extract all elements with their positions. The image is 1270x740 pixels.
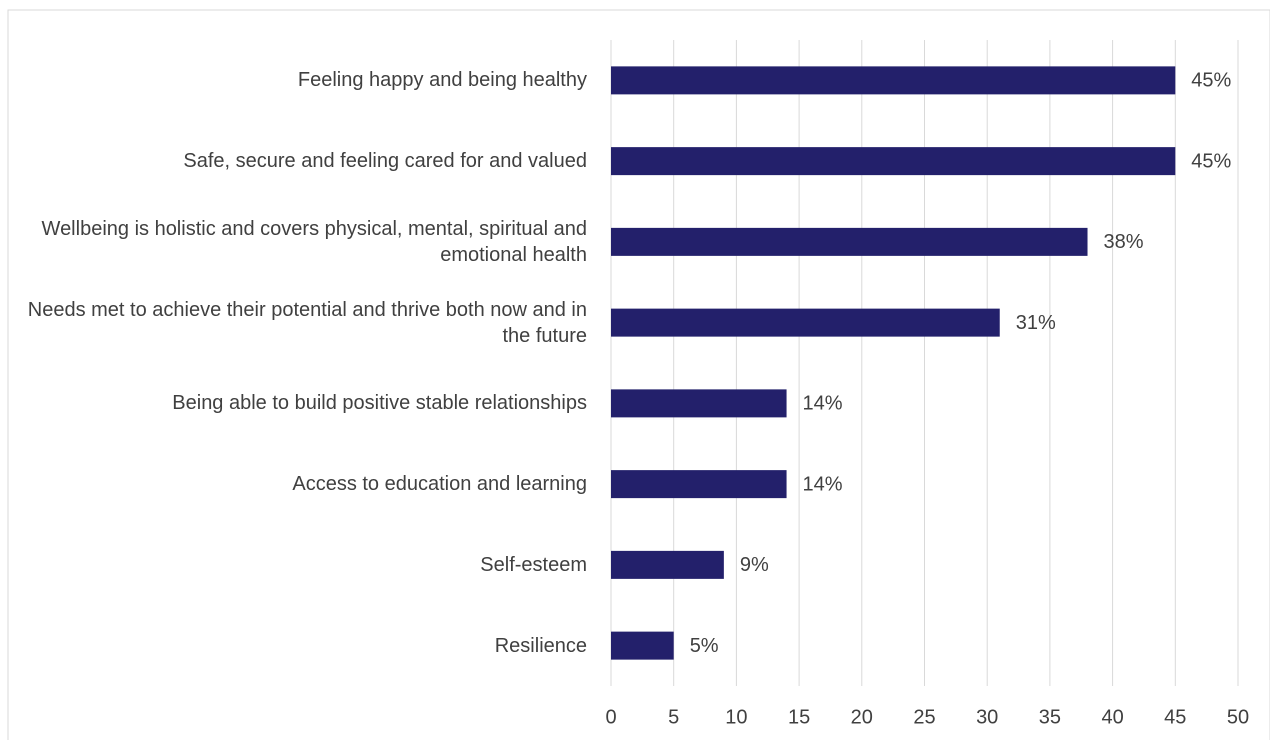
bar [611,66,1176,95]
y-tick-label: Resilience [494,634,587,657]
y-tick-label: Being able to build positive stable rela… [172,392,587,415]
data-label: 45% [1191,150,1231,172]
x-tick-label: 25 [913,706,935,728]
data-label: 9% [740,554,769,576]
data-label: 5% [690,635,719,657]
data-label: 31% [1016,312,1056,334]
bar [611,147,1176,176]
y-tick-label: Safe, secure and feeling cared for and v… [183,150,587,173]
chart-frame [7,9,1270,740]
x-tick-label: 15 [788,706,810,728]
x-tick-label: 35 [1039,706,1061,728]
data-label: 14% [803,393,843,415]
bar [611,470,787,499]
x-tick-label: 10 [725,706,747,728]
x-tick-label: 40 [1101,706,1123,728]
y-tick-label: Wellbeing is holistic and covers physica… [41,217,587,266]
data-label: 45% [1191,70,1231,92]
y-tick-label: Self-esteem [480,553,587,576]
x-tick-label: 30 [976,706,998,728]
y-tick-label: Needs met to achieve their potential and… [27,298,587,347]
bar [611,308,1000,337]
data-label: 14% [803,473,843,495]
bar [611,227,1088,256]
bar [611,389,787,418]
bar [611,550,724,579]
x-tick-label: 45 [1164,706,1186,728]
x-tick-label: 50 [1227,706,1249,728]
x-tick-label: 0 [605,706,616,728]
y-tick-label: Feeling happy and being healthy [297,69,587,92]
data-label: 38% [1104,231,1144,253]
bar [611,631,674,660]
x-tick-label: 20 [851,706,873,728]
y-tick-label: Access to education and learning [292,473,587,496]
x-tick-label: 5 [668,706,679,728]
